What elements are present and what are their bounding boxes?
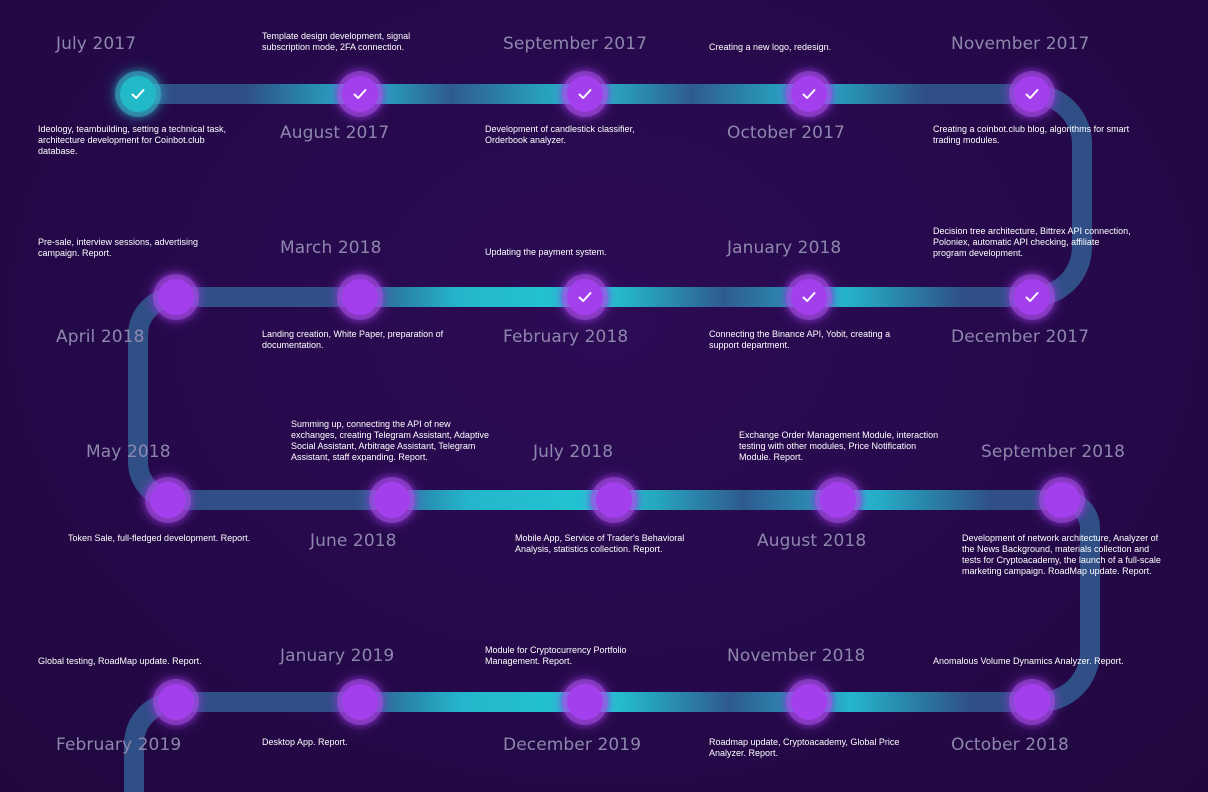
milestone-date: February 2019 bbox=[56, 735, 182, 755]
milestone-description: Exchange Order Management Module, intera… bbox=[739, 430, 939, 462]
milestone-node-core bbox=[1014, 76, 1050, 112]
milestone-node-core bbox=[120, 76, 156, 112]
milestone-date: September 2018 bbox=[981, 442, 1126, 462]
milestone-description: Development of network architecture, Ana… bbox=[962, 533, 1161, 576]
milestone-node bbox=[1034, 472, 1090, 528]
milestone-date: December 2019 bbox=[503, 735, 642, 755]
milestone-date: March 2018 bbox=[280, 238, 382, 258]
milestone-node-core bbox=[1044, 482, 1080, 518]
milestone-node-core bbox=[567, 76, 603, 112]
milestone-date: January 2018 bbox=[727, 238, 842, 258]
milestone-node-core bbox=[567, 684, 603, 720]
milestone-date: September 2017 bbox=[503, 34, 648, 54]
milestone-node-core bbox=[791, 76, 827, 112]
milestone-date: October 2017 bbox=[727, 123, 845, 143]
milestone-date: June 2018 bbox=[310, 531, 397, 551]
milestone-node-core bbox=[1014, 279, 1050, 315]
milestone-date: April 2018 bbox=[56, 327, 145, 347]
milestone-date: January 2019 bbox=[280, 646, 395, 666]
milestone-description: Module for Cryptocurrency Portfolio Mana… bbox=[485, 645, 627, 666]
milestone-date: February 2018 bbox=[503, 327, 629, 347]
check-icon bbox=[802, 89, 816, 99]
milestone-node bbox=[1004, 66, 1060, 122]
check-icon bbox=[578, 292, 592, 302]
milestone-date: November 2017 bbox=[951, 34, 1090, 54]
milestone-node bbox=[1004, 269, 1060, 325]
milestone-description: Ideology, teambuilding, setting a techni… bbox=[38, 124, 226, 156]
milestone-node-core bbox=[342, 684, 378, 720]
check-icon bbox=[353, 89, 367, 99]
milestone-description: Global testing, RoadMap update. Report. bbox=[38, 656, 202, 666]
check-icon bbox=[1025, 292, 1039, 302]
milestone-date: August 2018 bbox=[757, 531, 867, 551]
milestone-node-core bbox=[150, 482, 186, 518]
milestone-node bbox=[332, 269, 388, 325]
milestone-node bbox=[140, 472, 196, 528]
milestone-node bbox=[781, 269, 837, 325]
milestone-date: May 2018 bbox=[86, 442, 171, 462]
milestone-description: Token Sale, full-fledged development. Re… bbox=[68, 533, 251, 543]
milestone-description: Roadmap update, Cryptoacademy, Global Pr… bbox=[709, 737, 900, 758]
milestone-node bbox=[586, 472, 642, 528]
milestone-node bbox=[332, 66, 388, 122]
milestone-date: November 2018 bbox=[727, 646, 866, 666]
milestone-node bbox=[110, 66, 166, 122]
milestone-description: Template design development, signal subs… bbox=[262, 31, 411, 52]
milestone-node bbox=[557, 674, 613, 730]
milestone-node-core bbox=[158, 684, 194, 720]
milestone-node-core bbox=[158, 279, 194, 315]
milestone-date: August 2017 bbox=[280, 123, 390, 143]
milestone-node-core bbox=[596, 482, 632, 518]
milestone-node bbox=[1004, 674, 1060, 730]
milestone-date: December 2017 bbox=[951, 327, 1090, 347]
milestone-description: Mobile App, Service of Trader's Behavior… bbox=[515, 533, 685, 554]
milestone-node bbox=[148, 269, 204, 325]
milestone-description: Decision tree architecture, Bittrex API … bbox=[933, 226, 1131, 258]
check-icon bbox=[802, 292, 816, 302]
check-icon bbox=[1025, 89, 1039, 99]
milestone-node-core bbox=[791, 684, 827, 720]
milestone-description: Pre-sale, interview sessions, advertisin… bbox=[38, 237, 199, 258]
milestone-description: Updating the payment system. bbox=[485, 247, 607, 257]
milestone-node bbox=[781, 66, 837, 122]
milestone-description: Creating a coinbot.club blog, algorithms… bbox=[933, 124, 1130, 145]
milestone-description: Anomalous Volume Dynamics Analyzer. Repo… bbox=[933, 656, 1124, 666]
milestone-description: Development of candlestick classifier, O… bbox=[485, 124, 635, 145]
milestone-node bbox=[148, 674, 204, 730]
milestone-description: Desktop App. Report. bbox=[262, 737, 348, 747]
milestone-node bbox=[781, 674, 837, 730]
milestone-description: Connecting the Binance API, Yobit, creat… bbox=[709, 329, 891, 350]
check-icon bbox=[578, 89, 592, 99]
check-icon bbox=[131, 89, 145, 99]
milestone-date: July 2018 bbox=[533, 442, 614, 462]
milestone-node-core bbox=[791, 279, 827, 315]
milestone-node bbox=[810, 472, 866, 528]
milestone-description: Summing up, connecting the API of new ex… bbox=[291, 419, 489, 462]
milestone-date: July 2017 bbox=[56, 34, 137, 54]
milestone-node-core bbox=[342, 279, 378, 315]
milestone-description: Landing creation, White Paper, preparati… bbox=[262, 329, 444, 350]
milestone-node bbox=[557, 66, 613, 122]
milestone-node bbox=[557, 269, 613, 325]
milestone-node-core bbox=[567, 279, 603, 315]
milestone-node bbox=[332, 674, 388, 730]
milestone-date: October 2018 bbox=[951, 735, 1069, 755]
milestone-node-core bbox=[820, 482, 856, 518]
milestone-node-core bbox=[342, 76, 378, 112]
milestone-description: Creating a new logo, redesign. bbox=[709, 42, 832, 52]
milestone-node-core bbox=[1014, 684, 1050, 720]
milestone-node-core bbox=[374, 482, 410, 518]
milestone-node bbox=[364, 472, 420, 528]
